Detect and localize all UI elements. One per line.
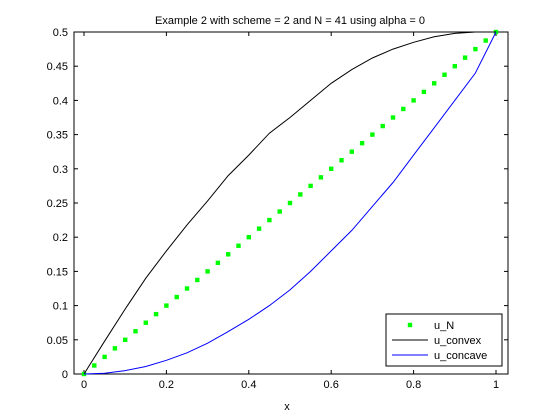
data-point-u-n — [215, 260, 221, 266]
series-layer — [81, 29, 499, 377]
data-point-u-n — [256, 226, 262, 231]
data-point-u-n — [184, 286, 190, 291]
y-tick-label: 0.05 — [47, 335, 68, 347]
axis-ticks: 0 0.2 0.4 0.6 0.8 1 0 0.05 0.1 0.15 0.2 0.25 0.3 0.35… — [47, 27, 508, 391]
data-point-u-n — [298, 192, 303, 197]
data-point-u-n — [462, 55, 468, 60]
data-point-u-n — [164, 303, 169, 308]
y-tick-label: 0.25 — [47, 198, 68, 210]
data-point-u-n — [452, 64, 457, 69]
data-point-u-n — [370, 132, 375, 137]
data-point-u-n — [442, 72, 447, 77]
y-tick-label: 0.2 — [53, 232, 68, 244]
legend-label-u-n: u_N — [434, 320, 454, 332]
x-tick-label: 1 — [493, 379, 499, 391]
data-point-u-n — [112, 346, 118, 351]
data-point-u-n — [401, 106, 406, 112]
data-point-u-n — [205, 269, 210, 274]
data-point-u-n — [236, 243, 241, 248]
data-point-u-n — [277, 209, 282, 214]
y-tick-label: 0.5 — [53, 27, 68, 39]
x-tick-label: 0.4 — [241, 379, 256, 391]
y-tick-label: 0.4 — [53, 95, 68, 107]
legend-label-u-convex: u_convex — [434, 335, 482, 347]
y-tick-label: 0.45 — [47, 61, 68, 73]
legend-label-u-concave: u_concave — [434, 350, 487, 362]
data-point-u-n — [359, 140, 365, 146]
series-line-u-concave — [83, 31, 497, 375]
x-axis-label: x — [284, 401, 290, 413]
data-point-u-n — [473, 46, 478, 52]
data-point-u-n — [339, 158, 344, 163]
data-point-u-n — [195, 277, 200, 283]
data-point-u-n — [308, 183, 313, 189]
data-point-u-n — [432, 81, 437, 86]
series-line-u-convex — [83, 31, 496, 375]
data-point-u-n — [102, 354, 107, 360]
y-tick-label: 0.35 — [47, 130, 68, 142]
data-point-u-n — [349, 149, 354, 154]
data-point-u-n — [246, 235, 251, 240]
data-point-u-n — [329, 166, 334, 171]
data-point-u-n — [380, 123, 385, 129]
legend-marker-u-n — [407, 322, 413, 328]
legend: u_N u_convex u_concave — [385, 313, 503, 367]
data-point-u-n — [92, 363, 97, 368]
x-tick-label: 0.6 — [324, 379, 339, 391]
data-point-u-n — [390, 115, 396, 120]
data-point-u-n — [153, 311, 159, 317]
x-tick-label: 0 — [81, 379, 87, 391]
x-tick-label: 0.8 — [406, 379, 421, 391]
data-point-u-n — [318, 175, 324, 180]
chart-title: Example 2 with scheme = 2 and N = 41 usi… — [155, 15, 425, 27]
data-point-u-n — [287, 200, 293, 206]
y-tick-label: 0 — [62, 369, 68, 381]
data-point-u-n — [123, 337, 128, 342]
data-point-u-n — [421, 89, 427, 95]
data-point-u-n — [483, 38, 488, 43]
y-tick-label: 0.15 — [47, 266, 68, 278]
data-point-u-n — [174, 294, 179, 300]
data-point-u-n — [411, 98, 416, 103]
data-point-u-n — [143, 320, 148, 325]
data-point-u-n — [133, 329, 138, 334]
data-point-u-n — [226, 252, 231, 257]
x-tick-label: 0.2 — [159, 379, 174, 391]
data-point-u-n — [267, 217, 272, 223]
y-tick-label: 0.1 — [53, 301, 68, 313]
y-tick-label: 0.3 — [53, 164, 68, 176]
